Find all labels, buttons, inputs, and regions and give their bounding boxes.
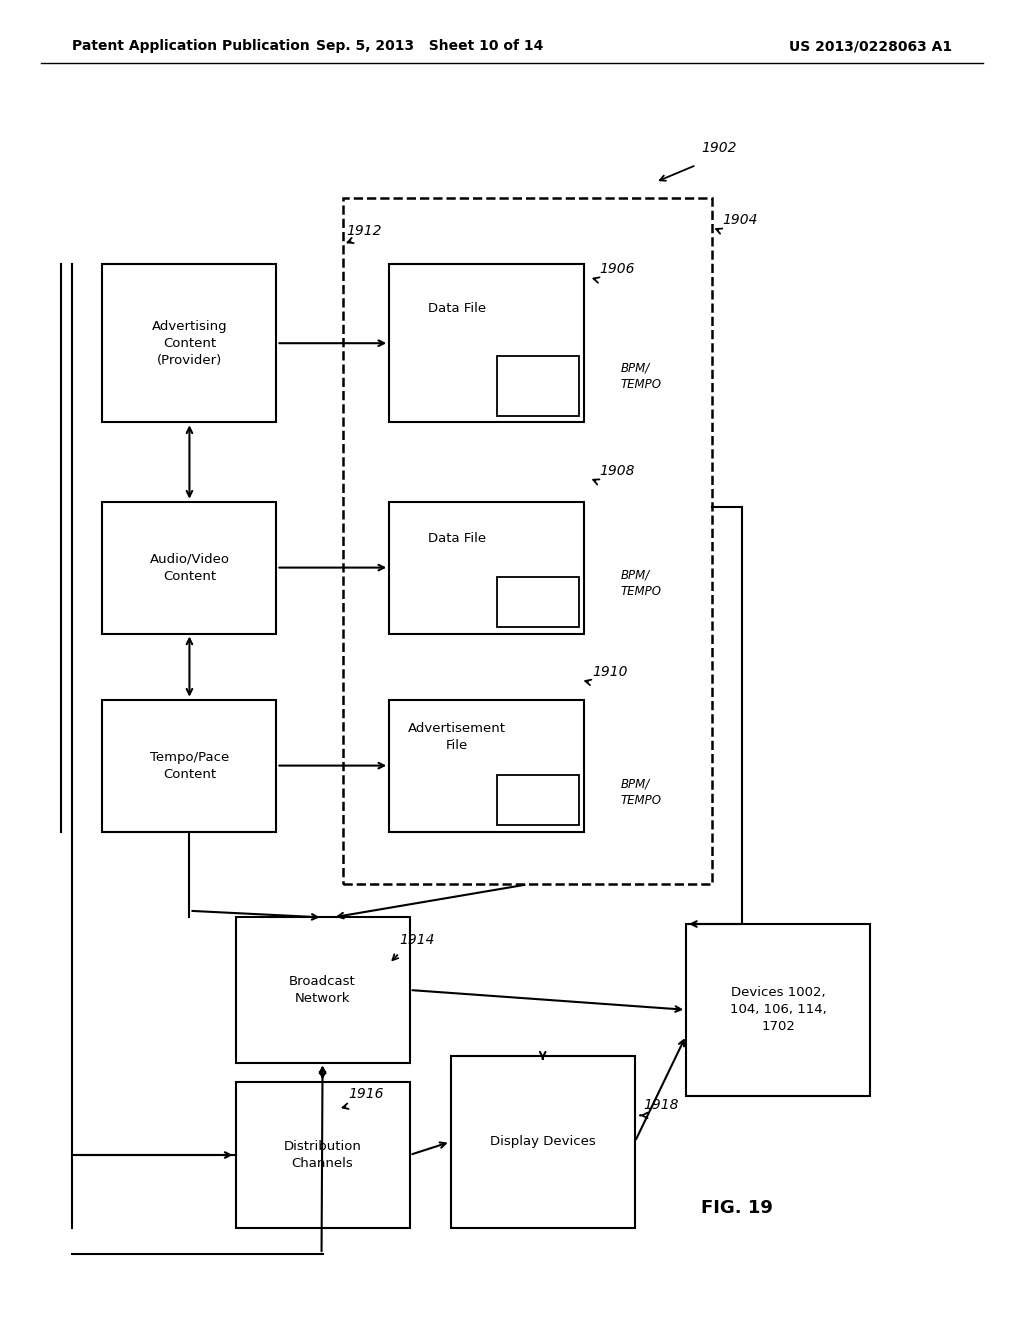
Text: Advertisement
File: Advertisement File (409, 722, 506, 751)
Text: 1904: 1904 (722, 214, 758, 227)
Text: Advertising
Content
(Provider): Advertising Content (Provider) (152, 319, 227, 367)
Text: Data File: Data File (428, 532, 486, 545)
Text: 1908: 1908 (599, 465, 635, 478)
Text: Sep. 5, 2013   Sheet 10 of 14: Sep. 5, 2013 Sheet 10 of 14 (316, 40, 544, 53)
Text: Distribution
Channels: Distribution Channels (284, 1140, 361, 1170)
FancyBboxPatch shape (102, 502, 276, 634)
Text: 1918: 1918 (643, 1098, 679, 1111)
FancyBboxPatch shape (497, 577, 579, 627)
FancyBboxPatch shape (389, 264, 584, 422)
Text: Display Devices: Display Devices (489, 1135, 596, 1148)
Text: Data File: Data File (428, 302, 486, 315)
FancyBboxPatch shape (497, 775, 579, 825)
FancyBboxPatch shape (236, 917, 410, 1063)
Text: 1902: 1902 (701, 141, 737, 154)
Text: BPM/
TEMPO: BPM/ TEMPO (621, 569, 662, 598)
Text: 1906: 1906 (599, 263, 635, 276)
Text: BPM/
TEMPO: BPM/ TEMPO (621, 362, 662, 391)
Text: FIG. 19: FIG. 19 (701, 1199, 773, 1217)
Text: Audio/Video
Content: Audio/Video Content (150, 553, 229, 582)
Text: Tempo/Pace
Content: Tempo/Pace Content (150, 751, 229, 780)
Text: Broadcast
Network: Broadcast Network (289, 975, 356, 1005)
Text: 1914: 1914 (399, 933, 435, 946)
Text: US 2013/0228063 A1: US 2013/0228063 A1 (790, 40, 952, 53)
Text: 1912: 1912 (346, 224, 382, 238)
Text: Devices 1002,
104, 106, 114,
1702: Devices 1002, 104, 106, 114, 1702 (730, 986, 826, 1034)
FancyBboxPatch shape (102, 700, 276, 832)
FancyBboxPatch shape (451, 1056, 635, 1228)
FancyBboxPatch shape (389, 700, 584, 832)
Text: 1916: 1916 (348, 1088, 384, 1101)
Text: BPM/
TEMPO: BPM/ TEMPO (621, 777, 662, 807)
FancyBboxPatch shape (389, 502, 584, 634)
FancyBboxPatch shape (497, 355, 579, 416)
FancyBboxPatch shape (686, 924, 870, 1096)
Text: Patent Application Publication: Patent Application Publication (72, 40, 309, 53)
FancyBboxPatch shape (102, 264, 276, 422)
Text: 1910: 1910 (592, 665, 628, 678)
FancyBboxPatch shape (236, 1082, 410, 1228)
